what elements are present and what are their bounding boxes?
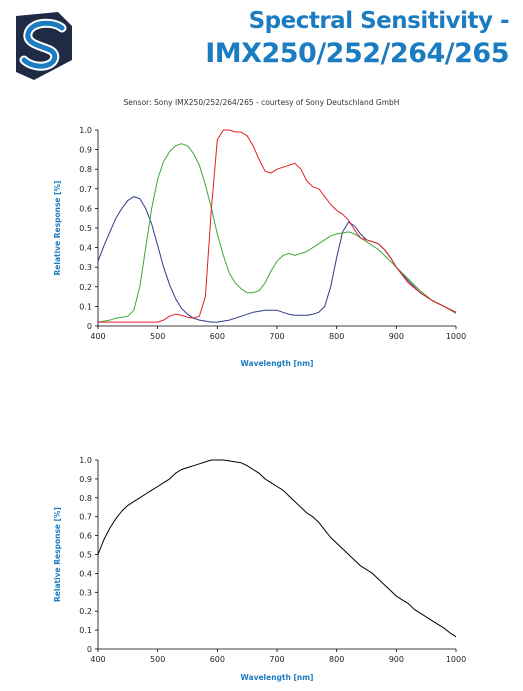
y-tick-label: 0.9 bbox=[79, 146, 92, 155]
y-tick-label: 0.5 bbox=[79, 551, 92, 560]
y-tick-label: 0.8 bbox=[79, 165, 92, 174]
y-tick-label: 0.7 bbox=[79, 513, 92, 522]
y-tick-label: 0.1 bbox=[79, 626, 92, 635]
x-tick-label: 600 bbox=[210, 655, 225, 664]
x-tick-label: 800 bbox=[329, 332, 344, 341]
x-tick-label: 500 bbox=[150, 655, 165, 664]
y-axis-label: Relative Response [%] bbox=[53, 181, 62, 276]
x-tick-label: 1000 bbox=[446, 655, 466, 664]
y-tick-label: 1.0 bbox=[79, 456, 92, 465]
x-tick-label: 900 bbox=[389, 332, 404, 341]
y-tick-label: 0.6 bbox=[79, 532, 92, 541]
sensor-credit: Sensor: Sony IMX250/252/264/265 - courte… bbox=[123, 98, 400, 107]
x-tick-label: 400 bbox=[90, 332, 105, 341]
x-axis-label: Wavelength [nm] bbox=[241, 359, 314, 368]
y-tick-label: 0.5 bbox=[79, 224, 92, 233]
y-tick-label: 0.2 bbox=[79, 283, 92, 292]
page-title: Spectral Sensitivity - IMX250/252/264/26… bbox=[205, 6, 509, 72]
spectral-sensitivity-color-chart: 0 0.1 0.2 0.3 0.4 0.5 0.6 0.7 0.8 0.9 1.0 400 500 600… bbox=[53, 126, 466, 368]
x-tick-label: 700 bbox=[269, 655, 284, 664]
y-tick-label: 0.7 bbox=[79, 185, 92, 194]
series-line-2 bbox=[98, 129, 457, 323]
spectral-sensitivity-mono-chart: 0 0.1 0.2 0.3 0.4 0.5 0.6 0.7 0.8 0.9 1.0 400 500 600… bbox=[53, 456, 466, 682]
y-tick-label: 1.0 bbox=[79, 126, 92, 135]
x-tick-label: 900 bbox=[389, 655, 404, 664]
y-tick-label: 0.1 bbox=[79, 302, 92, 311]
y-tick-label: 0.4 bbox=[79, 244, 92, 253]
x-tick-label: 700 bbox=[269, 332, 284, 341]
page-title-line-1: Spectral Sensitivity - bbox=[248, 8, 510, 34]
y-tick-label: 0.3 bbox=[79, 588, 92, 597]
series-line-1 bbox=[97, 143, 457, 323]
x-tick-label: 400 bbox=[90, 655, 105, 664]
y-tick-label: 0.2 bbox=[79, 607, 92, 616]
x-tick-label: 800 bbox=[329, 655, 344, 664]
series-line-0 bbox=[97, 459, 457, 638]
y-axis-label: Relative Response [%] bbox=[53, 507, 62, 602]
y-tick-label: 0.4 bbox=[79, 569, 92, 578]
y-tick-label: 0 bbox=[87, 645, 92, 654]
y-tick-label: 0.6 bbox=[79, 204, 92, 213]
y-tick-label: 0 bbox=[87, 322, 92, 331]
y-tick-label: 0.3 bbox=[79, 263, 92, 272]
series-line-0 bbox=[97, 196, 457, 323]
x-tick-label: 600 bbox=[210, 332, 225, 341]
y-tick-label: 0.8 bbox=[79, 494, 92, 503]
y-tick-label: 0.9 bbox=[79, 475, 92, 484]
x-axis-label: Wavelength [nm] bbox=[241, 673, 314, 682]
x-tick-label: 1000 bbox=[446, 332, 466, 341]
page-title-line-2: IMX250/252/264/265 bbox=[205, 38, 509, 69]
stripe-s-logo bbox=[16, 12, 72, 80]
x-tick-label: 500 bbox=[150, 332, 165, 341]
